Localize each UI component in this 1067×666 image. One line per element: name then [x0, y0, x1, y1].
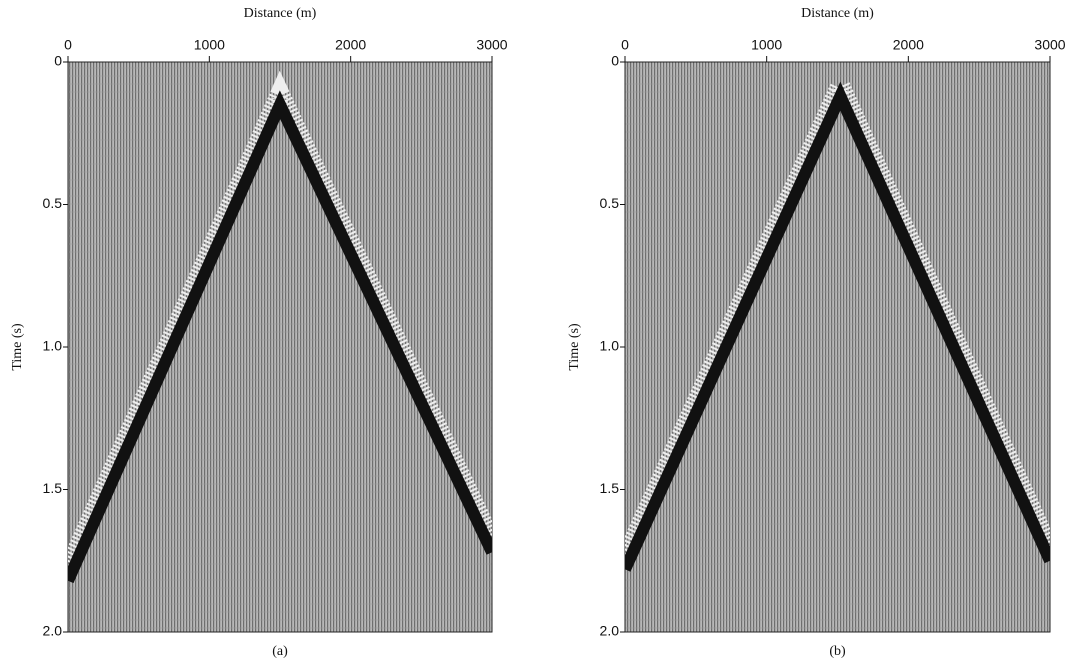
y-tick-label: 1.5: [43, 480, 63, 496]
event-group: [625, 62, 1050, 572]
x-tick-label: 1000: [751, 37, 782, 53]
y-tick-label: 1.5: [600, 480, 620, 496]
caption: (b): [829, 644, 846, 659]
y-axis-label: Time (s): [10, 323, 25, 371]
y-tick-label: 1.0: [600, 338, 620, 354]
x-tick-label: 0: [621, 37, 629, 53]
plot-area: [67, 61, 493, 633]
y-tick-label: 1.0: [43, 338, 63, 354]
x-axis-label: Distance (m): [801, 6, 874, 21]
event-group: [68, 70, 492, 584]
y-tick-label: 0.5: [600, 195, 620, 211]
x-tick-label: 2000: [893, 37, 924, 53]
y-tick-label: 0: [54, 53, 62, 69]
event-line: [68, 90, 492, 584]
y-tick-label: 2.0: [43, 623, 63, 639]
y-tick-label: 0: [611, 53, 619, 69]
y-tick-label: 2.0: [600, 623, 620, 639]
x-tick-label: 1000: [194, 37, 225, 53]
plot-area: [624, 61, 1051, 633]
x-tick-label: 3000: [476, 37, 507, 53]
event-line: [625, 81, 1050, 572]
x-tick-label: 0: [64, 37, 72, 53]
x-axis-label: Distance (m): [244, 6, 317, 21]
x-tick-label: 3000: [1034, 37, 1065, 53]
y-tick-label: 0.5: [43, 195, 63, 211]
caption: (a): [272, 644, 288, 659]
y-axis-label: Time (s): [567, 323, 582, 371]
x-tick-label: 2000: [335, 37, 366, 53]
